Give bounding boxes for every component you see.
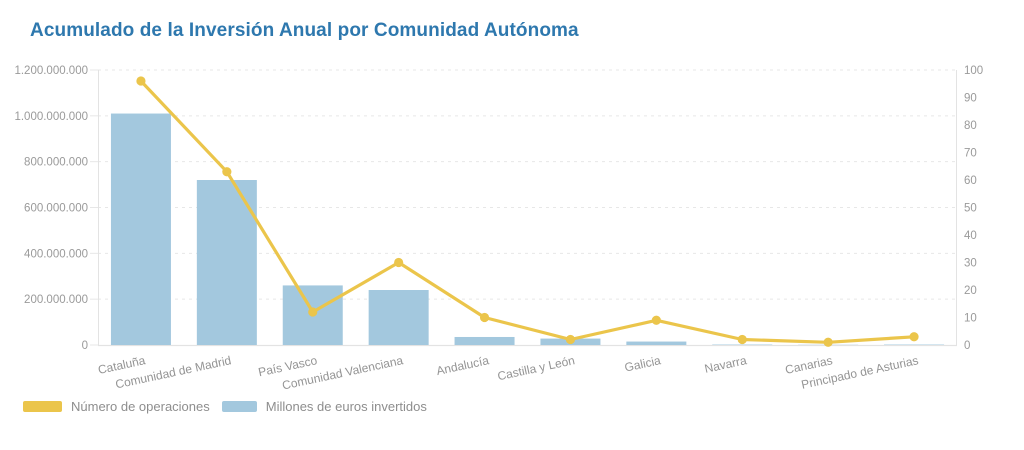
x-category-label: Galicia <box>623 353 662 374</box>
y-right-tick-label: 0 <box>964 340 970 352</box>
legend-swatch-line <box>23 401 62 412</box>
y-right-tick-label: 30 <box>964 258 977 270</box>
y-right-tick-label: 20 <box>964 285 977 297</box>
point-galicia[interactable] <box>651 315 661 325</box>
point-cataluna[interactable] <box>136 76 146 86</box>
y-right-tick-label: 10 <box>964 313 977 325</box>
x-category-label: Castilla y León <box>496 353 576 383</box>
y-left-tick-label: 800.000.000 <box>24 157 88 169</box>
point-comunidad-valenciana[interactable] <box>394 257 404 268</box>
y-right-tick-label: 50 <box>964 203 977 215</box>
point-canarias[interactable] <box>823 337 833 347</box>
y-left-tick-label: 1.000.000.000 <box>14 111 88 123</box>
point-castilla-y-leon[interactable] <box>565 334 576 345</box>
legend-label-operations: Número de operaciones <box>71 399 210 414</box>
chart-legend: Número de operaciones Millones de euros … <box>23 399 427 414</box>
bar-andalucia[interactable] <box>454 336 515 345</box>
y-left-tick-label: 1.200.000.000 <box>14 65 88 77</box>
y-right-tick-label: 60 <box>964 175 977 187</box>
point-pais-vasco[interactable] <box>308 307 318 317</box>
y-left-tick-label: 200.000.000 <box>24 294 88 306</box>
point-principado-de-asturias[interactable] <box>909 332 919 342</box>
chart-title: Acumulado de la Inversión Anual por Comu… <box>30 20 579 41</box>
y-right-tick-label: 80 <box>964 120 977 132</box>
bar-cataluna[interactable] <box>110 113 171 346</box>
point-comunidad-de-madrid[interactable] <box>222 167 232 177</box>
bar-galicia[interactable] <box>626 341 687 345</box>
y-right-tick-label: 100 <box>964 65 983 77</box>
y-left-tick-label: 600.000.000 <box>24 203 88 215</box>
x-category-label: Navarra <box>703 353 748 376</box>
legend-label-invested: Millones de euros invertidos <box>265 399 427 414</box>
operations-line <box>139 79 916 344</box>
point-andalucia[interactable] <box>479 312 490 323</box>
y-left-tick-label: 400.000.000 <box>24 248 88 260</box>
y-left-tick-label: 0 <box>82 340 88 352</box>
x-category-label: Andalucía <box>435 353 490 378</box>
bar-comunidad-de-madrid[interactable] <box>196 180 257 345</box>
bar-comunidad-valenciana[interactable] <box>368 290 429 345</box>
legend-item-invested[interactable]: Millones de euros invertidos <box>221 399 427 414</box>
legend-item-operations[interactable]: Número de operaciones <box>23 399 210 414</box>
legend-swatch-bar <box>221 401 257 412</box>
y-right-tick-label: 90 <box>964 93 977 105</box>
y-right-tick-label: 70 <box>964 148 977 160</box>
point-navarra[interactable] <box>737 334 747 345</box>
y-right-tick-label: 40 <box>964 230 977 242</box>
